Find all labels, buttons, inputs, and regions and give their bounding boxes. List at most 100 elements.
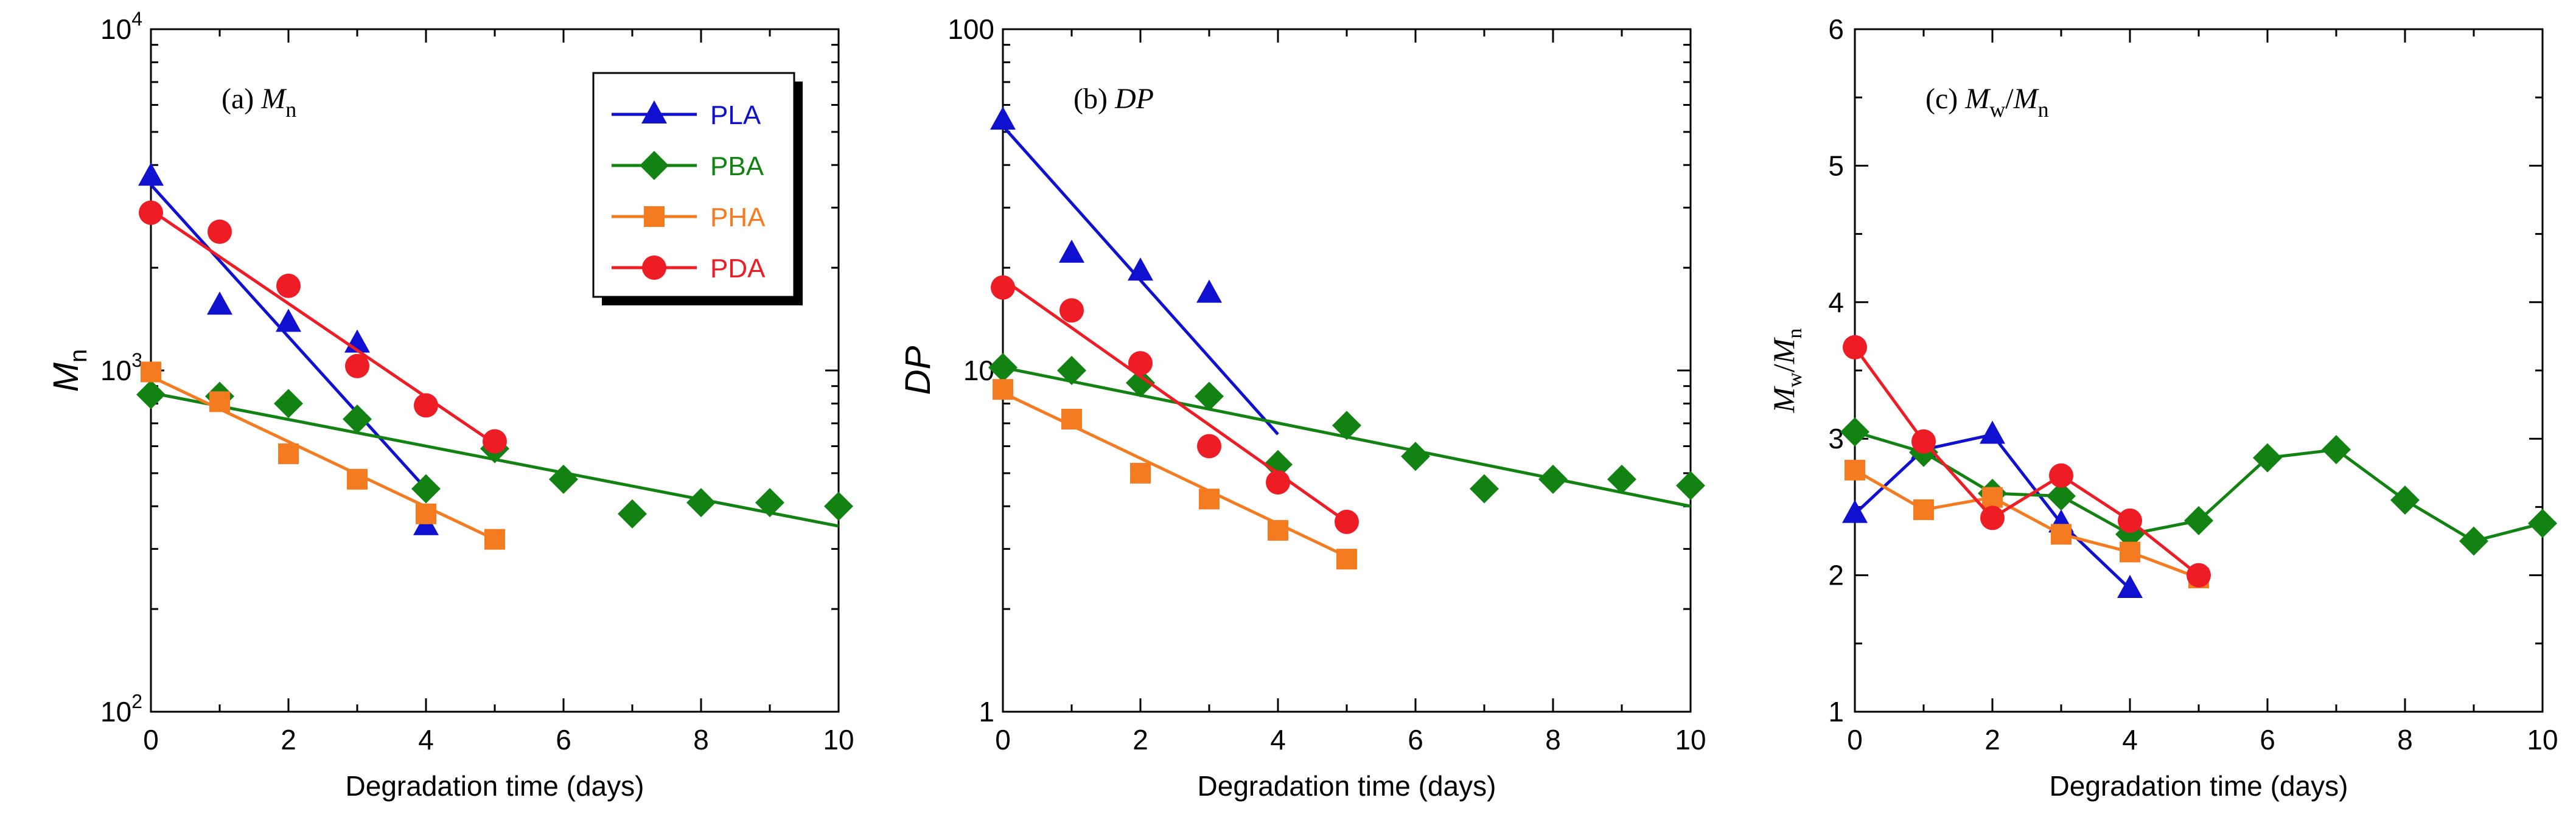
data-point-pla: [1980, 420, 2005, 444]
x-tick-label: 6: [2260, 724, 2275, 756]
data-point-pla: [207, 291, 232, 315]
data-point-pha: [1199, 488, 1220, 510]
data-point-pha: [278, 443, 299, 464]
data-point-pha: [1130, 462, 1151, 484]
series-line-pda: [1853, 346, 2200, 577]
legend-marker-pha: [644, 206, 665, 227]
data-point-pha: [2051, 524, 2072, 545]
data-point-pha: [416, 503, 436, 524]
data-point-pla: [1059, 239, 1084, 263]
panel-title: (b) DP: [1073, 83, 1154, 115]
x-tick-label: 0: [995, 724, 1011, 756]
fit-line-pha: [1002, 391, 1348, 558]
data-point-pha: [1268, 520, 1288, 541]
legend-label: PBA: [710, 151, 764, 181]
data-point-pba: [2184, 506, 2213, 535]
data-point-pda: [276, 273, 301, 298]
data-point-pba: [2253, 443, 2282, 473]
data-point-pda: [991, 275, 1015, 300]
y-tick-label: 1: [1828, 696, 1844, 728]
data-point-pba: [1470, 474, 1499, 504]
data-point-pha: [209, 391, 230, 412]
data-point-pda: [2187, 563, 2211, 588]
data-point-pda: [1911, 429, 1936, 454]
legend-item-pba: PBA: [612, 151, 764, 181]
series-pda: [991, 275, 1359, 534]
legend-marker-pla: [641, 100, 667, 123]
y-tick-label: 104: [100, 8, 142, 45]
x-tick-label: 6: [556, 724, 571, 756]
data-point-pda: [483, 429, 507, 454]
data-point-pba: [618, 499, 647, 529]
data-point-pba: [1126, 368, 1155, 398]
data-point-pda: [1843, 335, 1867, 360]
x-tick-label: 8: [2397, 724, 2413, 756]
x-tick-label: 10: [823, 724, 854, 756]
data-point-pla: [1842, 499, 1868, 523]
legend-label: PDA: [710, 254, 766, 283]
data-point-pha: [347, 468, 368, 490]
x-tick-label: 10: [2527, 724, 2558, 756]
data-point-pba: [1538, 464, 1568, 494]
legend-item-pha: PHA: [612, 203, 766, 232]
data-point-pla: [2117, 575, 2143, 599]
data-point-pda: [1197, 434, 1221, 459]
y-tick-label: 103: [100, 349, 142, 386]
data-point-pha: [1061, 409, 1082, 430]
legend-label: PLA: [710, 100, 761, 130]
data-point-pha: [1336, 549, 1357, 570]
panel-title: (a) Mn: [222, 83, 296, 122]
x-axis-label: Degradation time (days): [2050, 770, 2348, 802]
data-point-pba: [988, 353, 1017, 383]
data-point-pba: [343, 405, 372, 434]
x-axis-label: Degradation time (days): [1198, 770, 1496, 802]
x-tick-label: 8: [1545, 724, 1561, 756]
x-tick-label: 2: [281, 724, 296, 756]
data-point-pda: [208, 219, 232, 244]
series-pla: [990, 106, 1279, 436]
data-point-pla: [1196, 279, 1222, 303]
x-tick-label: 6: [1408, 724, 1423, 756]
legend-marker-pba: [640, 151, 669, 180]
x-tick-label: 2: [1133, 724, 1148, 756]
x-tick-label: 10: [1675, 724, 1706, 756]
y-tick-label: 100: [948, 13, 994, 45]
data-point-pba: [136, 380, 166, 409]
data-point-pha: [141, 361, 161, 383]
data-point-pda: [1128, 351, 1153, 376]
x-tick-label: 4: [418, 724, 434, 756]
data-point-pba: [2390, 485, 2420, 515]
x-axis-label: Degradation time (days): [346, 770, 644, 802]
legend-item-pla: PLA: [612, 100, 761, 130]
data-point-pba: [549, 464, 578, 494]
data-point-pba: [274, 389, 303, 419]
x-tick-label: 4: [2122, 724, 2138, 756]
data-point-pda: [2118, 508, 2142, 533]
data-point-pba: [2528, 509, 2557, 538]
data-point-pba: [1263, 450, 1293, 479]
data-point-pba: [1607, 464, 1636, 494]
data-point-pba: [1057, 356, 1086, 385]
data-point-pba: [1195, 381, 1224, 411]
series-pha: [993, 379, 1357, 570]
series-pha: [141, 361, 505, 550]
legend-item-pda: PDA: [612, 254, 766, 283]
y-tick-label: 102: [100, 690, 142, 728]
data-point-pda: [1059, 298, 1084, 323]
data-point-pda: [1335, 509, 1359, 534]
data-point-pda: [1266, 470, 1290, 495]
series-line-pha: [1854, 468, 2199, 580]
panel-title: (c) Mw/Mn: [1925, 83, 2049, 122]
x-tick-label: 0: [1847, 724, 1863, 756]
data-point-pba: [1840, 417, 1869, 447]
data-point-pha: [2120, 541, 2140, 563]
y-tick-label: 4: [1828, 287, 1844, 318]
data-point-pda: [139, 200, 163, 225]
data-point-pda: [2049, 463, 2073, 488]
data-point-pba: [1401, 442, 1430, 471]
y-tick-label: 10: [963, 355, 994, 386]
x-tick-label: 4: [1270, 724, 1286, 756]
data-point-pba: [755, 488, 784, 518]
